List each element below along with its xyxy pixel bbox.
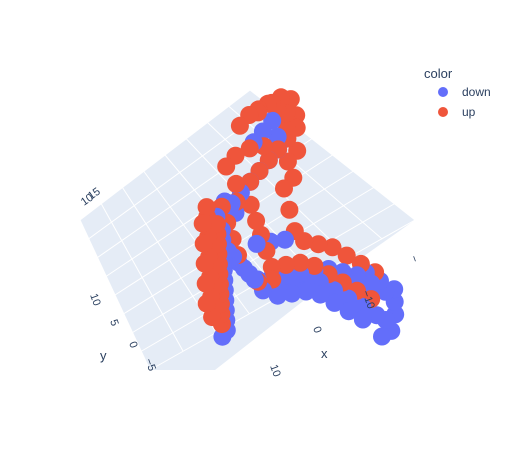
legend-label-down: down bbox=[462, 85, 491, 99]
point-up[interactable] bbox=[291, 253, 310, 272]
point-down[interactable] bbox=[348, 268, 367, 287]
point-up[interactable] bbox=[305, 256, 324, 275]
point-up[interactable] bbox=[227, 174, 245, 193]
point-up[interactable] bbox=[197, 294, 216, 313]
point-up[interactable] bbox=[277, 255, 295, 274]
point-up[interactable] bbox=[240, 139, 259, 158]
legend-item-down[interactable]: down bbox=[438, 85, 491, 99]
point-up[interactable] bbox=[323, 238, 342, 257]
y-axis: −5 0 5 10 y bbox=[87, 292, 158, 373]
x-tick-label: − bbox=[407, 254, 420, 264]
y-tick-label: 5 bbox=[107, 318, 120, 328]
x-tick-label: 10 bbox=[267, 363, 282, 379]
point-down[interactable] bbox=[339, 302, 358, 321]
y-axis-title: y bbox=[100, 348, 107, 363]
point-down[interactable] bbox=[247, 234, 266, 253]
point-down[interactable] bbox=[276, 230, 294, 249]
point-up[interactable] bbox=[309, 235, 328, 254]
point-up[interactable] bbox=[241, 195, 260, 214]
gridline bbox=[132, 187, 375, 333]
point-up[interactable] bbox=[337, 246, 356, 265]
point-down[interactable] bbox=[353, 297, 372, 316]
point-down[interactable] bbox=[213, 327, 232, 346]
legend-marker-up bbox=[438, 107, 448, 117]
point-down[interactable] bbox=[297, 282, 316, 301]
point-up[interactable] bbox=[196, 274, 215, 293]
point-down[interactable] bbox=[268, 286, 287, 305]
x-axis-title: x bbox=[321, 346, 328, 361]
point-up[interactable] bbox=[230, 116, 249, 135]
point-up[interactable] bbox=[262, 258, 281, 276]
legend-label-up: up bbox=[462, 105, 476, 119]
point-up[interactable] bbox=[217, 157, 236, 176]
point-up[interactable] bbox=[280, 200, 299, 219]
point-up[interactable] bbox=[203, 308, 222, 327]
y-tick-label: 0 bbox=[126, 340, 139, 350]
scene-background-plane bbox=[80, 90, 415, 370]
legend-marker-down bbox=[438, 87, 448, 97]
point-down[interactable] bbox=[268, 127, 287, 146]
point-up[interactable] bbox=[195, 254, 214, 273]
point-down[interactable] bbox=[325, 281, 343, 300]
scatter-points bbox=[193, 88, 405, 346]
point-down[interactable] bbox=[373, 327, 391, 346]
point-up[interactable] bbox=[193, 214, 212, 233]
point-down[interactable] bbox=[353, 310, 372, 329]
gridline bbox=[228, 105, 383, 240]
point-up[interactable] bbox=[197, 198, 216, 217]
point-up[interactable] bbox=[275, 179, 293, 198]
point-down[interactable] bbox=[282, 284, 301, 303]
point-down[interactable] bbox=[325, 293, 344, 312]
3d-scene[interactable] bbox=[79, 88, 416, 371]
point-up[interactable] bbox=[194, 234, 213, 253]
point-down[interactable] bbox=[339, 289, 358, 308]
z-tick-label: 10 bbox=[79, 192, 96, 209]
x-tick-label: 0 bbox=[310, 325, 323, 335]
point-up[interactable] bbox=[247, 211, 266, 230]
point-down[interactable] bbox=[367, 306, 386, 325]
legend-item-up[interactable]: up bbox=[438, 105, 476, 119]
point-down[interactable] bbox=[311, 285, 330, 304]
z-tick-label: 15 bbox=[86, 186, 103, 203]
point-up[interactable] bbox=[278, 152, 297, 171]
z-axis: 10 15 bbox=[79, 186, 103, 209]
legend[interactable]: color down up bbox=[424, 66, 491, 119]
y-tick-label: 10 bbox=[87, 292, 102, 308]
y-tick-label: −5 bbox=[142, 357, 158, 373]
legend-title: color bbox=[424, 66, 453, 81]
